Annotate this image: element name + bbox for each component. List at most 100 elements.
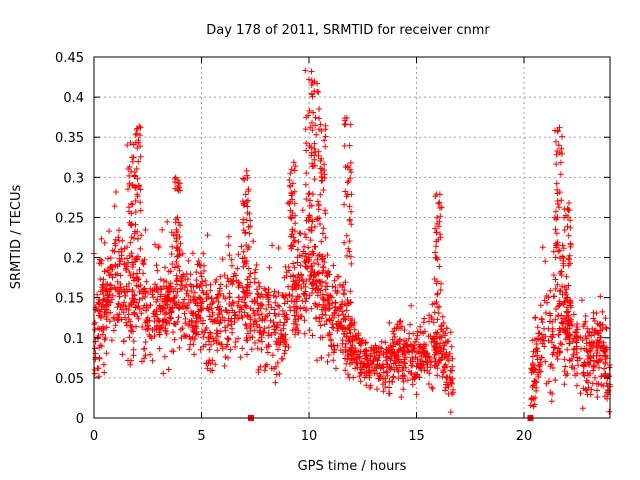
y-axis-label: SRMTID / TECUs (9, 185, 24, 290)
data-point (165, 268, 172, 275)
data-point (326, 329, 333, 336)
data-point (347, 166, 353, 173)
data-point (299, 298, 306, 304)
data-point (107, 271, 114, 278)
data-point (295, 271, 302, 278)
data-point (294, 259, 301, 266)
data-point (380, 361, 386, 368)
data-point (126, 269, 133, 275)
data-point (345, 353, 352, 359)
data-point (435, 200, 442, 207)
data-point (259, 315, 266, 322)
data-point (558, 312, 565, 319)
data-point (92, 319, 98, 326)
data-point (154, 315, 161, 322)
data-point (176, 267, 183, 274)
data-point (186, 346, 193, 353)
data-point (399, 367, 406, 374)
data-point (124, 263, 130, 270)
data-point (227, 346, 234, 353)
data-point (546, 378, 552, 385)
data-point (557, 287, 564, 294)
data-point (193, 269, 200, 276)
data-point (302, 126, 309, 133)
y-tick-label: 0.15 (55, 292, 84, 307)
data-point (322, 286, 329, 293)
data-point (401, 360, 408, 367)
data-point (364, 361, 371, 367)
data-point (559, 320, 566, 327)
y-tick-label: 0.4 (63, 91, 84, 106)
data-point (275, 289, 282, 296)
data-point (163, 330, 170, 337)
data-point (309, 191, 316, 198)
data-point (244, 313, 251, 320)
data-point (226, 290, 233, 297)
data-point (115, 314, 122, 321)
data-point (554, 186, 561, 193)
data-point (527, 402, 534, 409)
data-point (595, 330, 601, 337)
data-point (437, 287, 444, 293)
data-point (157, 285, 164, 292)
data-point (240, 263, 247, 270)
data-point (397, 318, 404, 324)
data-point (410, 330, 417, 337)
data-point (281, 338, 288, 345)
data-point (107, 285, 114, 292)
data-point (357, 340, 364, 347)
data-point (254, 308, 261, 314)
data-point (289, 190, 296, 197)
data-point (430, 319, 437, 326)
data-point (257, 305, 264, 312)
data-point (117, 258, 124, 265)
data-point (339, 283, 346, 290)
data-point (306, 327, 313, 334)
data-point (316, 115, 323, 122)
data-point (591, 327, 598, 334)
data-point (598, 356, 605, 363)
data-point (126, 163, 133, 170)
data-point (437, 231, 444, 238)
data-point (238, 313, 245, 319)
data-point (200, 334, 207, 340)
data-point (562, 289, 569, 296)
data-point (229, 299, 236, 306)
data-point (209, 367, 216, 374)
data-point (421, 367, 428, 374)
data-point (559, 150, 565, 157)
data-point (306, 190, 313, 197)
data-point (112, 261, 119, 268)
data-point (213, 340, 220, 347)
data-point (269, 352, 276, 359)
data-point (142, 352, 149, 359)
data-point (443, 349, 450, 356)
data-point (348, 260, 355, 267)
data-point (281, 350, 288, 357)
data-point (237, 354, 244, 361)
data-point (303, 264, 310, 270)
data-point (558, 145, 565, 152)
data-point (288, 166, 295, 173)
data-point (311, 145, 318, 152)
data-point (447, 377, 454, 384)
data-point (131, 230, 138, 237)
data-point (345, 371, 351, 378)
data-point (341, 315, 348, 322)
data-point (215, 299, 222, 305)
data-point (248, 346, 255, 353)
data-point (241, 254, 248, 261)
data-point (176, 246, 183, 252)
data-point (96, 260, 103, 267)
data-point (348, 321, 355, 328)
data-point (112, 236, 119, 243)
data-point (171, 175, 178, 182)
data-point (330, 357, 337, 364)
data-point (100, 361, 107, 368)
data-point (434, 291, 441, 298)
data-point (344, 356, 351, 363)
data-point (353, 360, 360, 367)
data-point (554, 198, 561, 204)
data-point (229, 262, 235, 269)
data-point (118, 306, 125, 313)
